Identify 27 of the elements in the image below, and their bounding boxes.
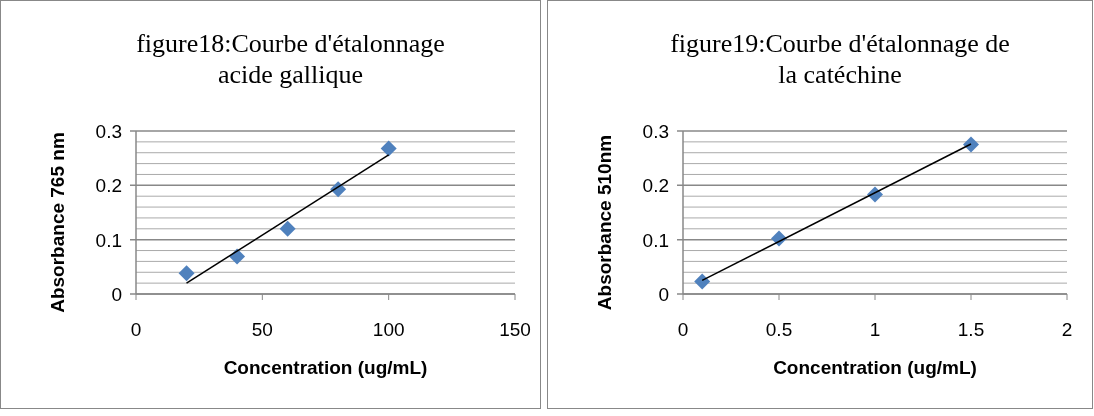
point xyxy=(694,273,711,290)
x-axis-title: Concentration (ug/mL) xyxy=(773,357,977,378)
x-tick-label: 150 xyxy=(499,319,531,340)
x-tick-label: 0.5 xyxy=(765,319,793,340)
point xyxy=(279,220,296,237)
y-axis-title: Absorbance 510nm xyxy=(594,134,615,311)
y-tick-label: 0.2 xyxy=(95,175,122,197)
x-tick-label: 2 xyxy=(1061,319,1073,340)
chart-title: figure18:Courbe d'étalonnage acide gallique xyxy=(136,29,445,89)
y-tick-label: 0.3 xyxy=(95,121,122,142)
y-tick-label: 0.3 xyxy=(642,121,669,142)
point xyxy=(178,265,195,282)
y-tick-label: 0 xyxy=(658,284,669,305)
point xyxy=(380,140,397,157)
chart-title: figure19:Courbe d'étalonnage de la catéchine xyxy=(670,29,1010,89)
y-tick-label: 0.1 xyxy=(642,229,669,251)
x-axis-title: Concentration (ug/mL) xyxy=(223,357,428,378)
y-tick-label: 0 xyxy=(111,284,122,305)
y-tick-label: 0.1 xyxy=(95,229,122,251)
x-tick-label: 1.5 xyxy=(957,319,985,340)
x-tick-label: 0 xyxy=(677,319,689,340)
x-tick-label: 50 xyxy=(251,319,273,340)
x-tick-label: 0 xyxy=(130,319,142,340)
x-tick-label: 1 xyxy=(869,319,881,340)
x-tick-label: 100 xyxy=(372,319,405,340)
y-tick-label: 0.2 xyxy=(642,175,669,197)
y-axis-title: Absorbance 765 nm xyxy=(47,132,68,313)
